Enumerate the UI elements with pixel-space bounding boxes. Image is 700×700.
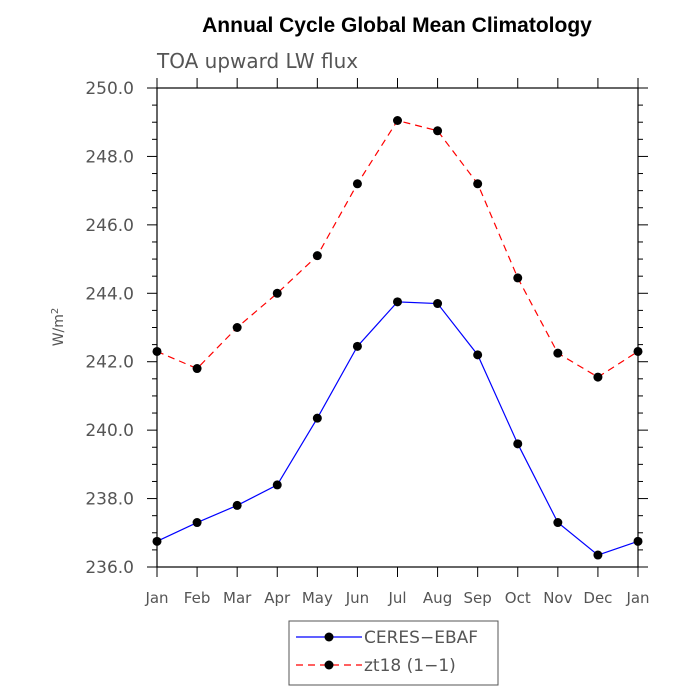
x-tick-label: Jun [345, 589, 369, 607]
data-point [513, 273, 523, 283]
data-point [473, 179, 483, 189]
data-point [352, 341, 362, 351]
data-point [312, 413, 322, 423]
chart-subtitle: TOA upward LW flux [156, 49, 358, 73]
data-point [232, 500, 242, 510]
data-point [352, 179, 362, 189]
x-tick-label: May [302, 589, 333, 607]
data-point [633, 536, 643, 546]
x-tick-label: Apr [264, 589, 291, 607]
series-1 [152, 116, 643, 382]
x-tick-label: Aug [423, 589, 452, 607]
data-point [593, 372, 603, 382]
data-point [633, 346, 643, 356]
y-tick-label: 242.0 [85, 353, 134, 373]
y-axis: 236.0 238.0 240.0 242.0 244.0 246.0 248.0 250.0 [85, 79, 648, 578]
legend-marker-ceres [324, 632, 334, 642]
data-point [393, 116, 402, 125]
series-line [156, 119, 639, 378]
legend-marker-zt18 [324, 660, 334, 670]
y-tick-label: 240.0 [85, 421, 134, 441]
data-point [272, 480, 282, 490]
data-point [513, 439, 523, 449]
legend: CERES−EBAF zt18 (1−1) [288, 620, 499, 686]
y-tick-label: 238.0 [85, 490, 134, 510]
series-0 [152, 297, 643, 560]
x-tick-label: Jan [144, 589, 168, 607]
y-tick-label: 250.0 [85, 79, 134, 99]
y-tick-label: 236.0 [85, 558, 134, 578]
x-tick-label: Sep [464, 589, 492, 607]
y-tick-label: 248.0 [85, 147, 134, 167]
data-point [473, 350, 483, 360]
data-point [152, 346, 162, 356]
series-line [156, 301, 639, 556]
data-point [433, 299, 443, 309]
legend-label-zt18: zt18 (1−1) [364, 656, 456, 676]
y-tick-label: 246.0 [85, 216, 134, 236]
data-point [593, 550, 603, 560]
data-point [433, 126, 443, 136]
x-tick-label: Feb [184, 589, 211, 607]
data-point [553, 348, 563, 358]
series-layer [152, 116, 643, 560]
x-tick-label: Mar [223, 589, 252, 607]
chart-title: Annual Cycle Global Mean Climatology [202, 14, 592, 37]
legend-label-ceres: CERES−EBAF [364, 628, 478, 648]
data-point [393, 297, 402, 307]
data-point [152, 536, 162, 546]
y-axis-label-base: W/m [51, 314, 67, 346]
data-point [553, 518, 563, 528]
data-point [192, 518, 202, 528]
y-axis-label-superscript: 2 [50, 308, 61, 314]
x-tick-label: Jul [387, 589, 406, 607]
x-axis: Jan Feb Mar Apr May Jun Jul Aug Sep Oct Nov Dec Jan [144, 78, 650, 607]
x-tick-label: Jan [625, 589, 649, 607]
x-tick-label: Nov [543, 589, 572, 607]
data-point [312, 251, 322, 261]
data-point [192, 364, 202, 374]
legend-box [288, 620, 499, 686]
x-tick-label: Oct [505, 589, 531, 607]
y-axis-label: W/m2 [50, 308, 67, 347]
data-point [272, 288, 282, 298]
data-point [232, 323, 242, 332]
plot-frame [156, 87, 639, 568]
y-tick-label: 244.0 [85, 284, 134, 304]
x-tick-label: Dec [583, 589, 612, 607]
